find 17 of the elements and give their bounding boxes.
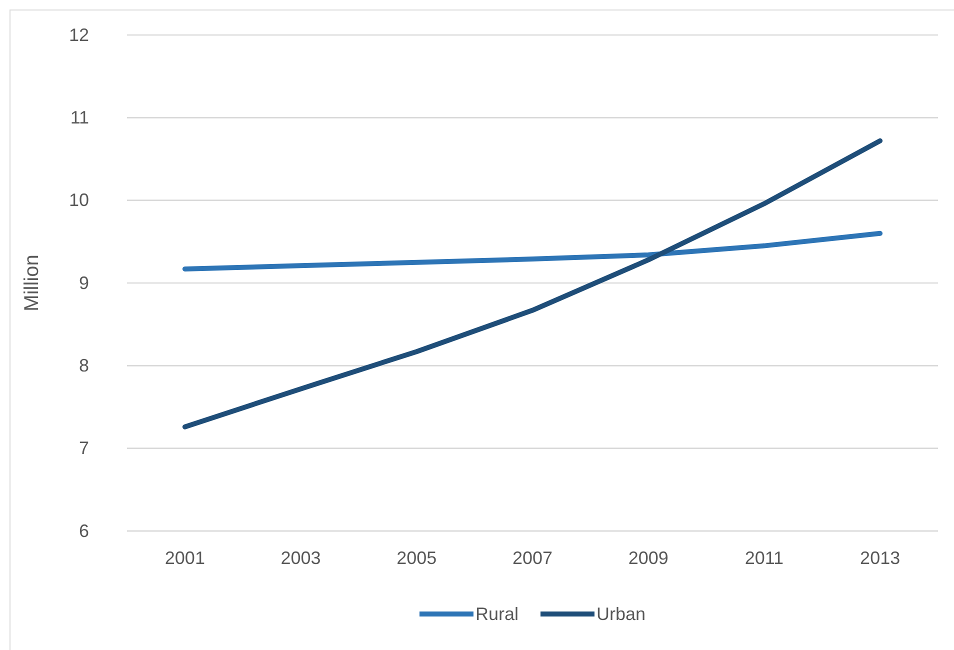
- y-tick-label: 9: [78, 272, 89, 293]
- x-tick-label: 2009: [628, 548, 668, 568]
- x-tick-label: 2013: [860, 548, 900, 568]
- legend-label: Urban: [596, 604, 646, 624]
- y-tick-label: 7: [78, 438, 89, 458]
- x-tick-label: 2003: [280, 548, 321, 568]
- x-tick-label: 2011: [744, 548, 784, 568]
- y-axis-title: Million: [21, 254, 43, 312]
- y-tick-label: 6: [78, 520, 89, 541]
- x-tick-label: 2007: [512, 548, 553, 568]
- x-tick-label: 2001: [164, 548, 205, 568]
- y-tick-label: 11: [70, 107, 89, 128]
- x-tick-label: 2005: [396, 548, 437, 568]
- y-tick-label: 12: [68, 24, 89, 45]
- y-tick-label: 10: [68, 190, 89, 210]
- y-tick-label: 8: [78, 355, 89, 376]
- legend-label: Rural: [475, 604, 518, 624]
